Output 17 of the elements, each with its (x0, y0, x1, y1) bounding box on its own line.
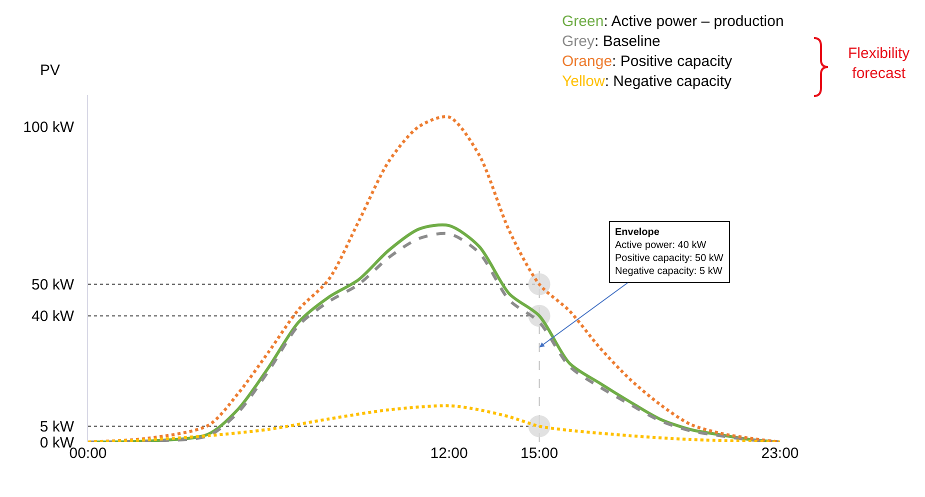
text: Green: Active power – production (562, 12, 784, 32)
x-tick-label: 15:00 (520, 445, 558, 462)
point (528, 415, 550, 438)
y-tick-label: 5 kW (40, 418, 75, 436)
annotation: Envelope Active power: 40 kW Positive capacity: 50 kW Negative capacity: 5 kW (615, 227, 724, 277)
y-axis-title: PV (40, 62, 60, 79)
text: Yellow: Negative capacity (562, 72, 733, 92)
y-tick-label: 40 kW (31, 308, 75, 326)
x-tick-label: 12:00 (430, 445, 468, 462)
text: Orange: Positive capacity (562, 52, 734, 72)
line-series (88, 404, 780, 442)
point (528, 273, 550, 296)
x-tick-label: 23:00 (761, 445, 799, 462)
y-tick-label: 50 kW (31, 276, 75, 294)
text: Grey: Baseline (562, 32, 662, 52)
y-tick-label: 100 kW (23, 118, 75, 136)
text: Flexibility forecast (848, 44, 910, 84)
